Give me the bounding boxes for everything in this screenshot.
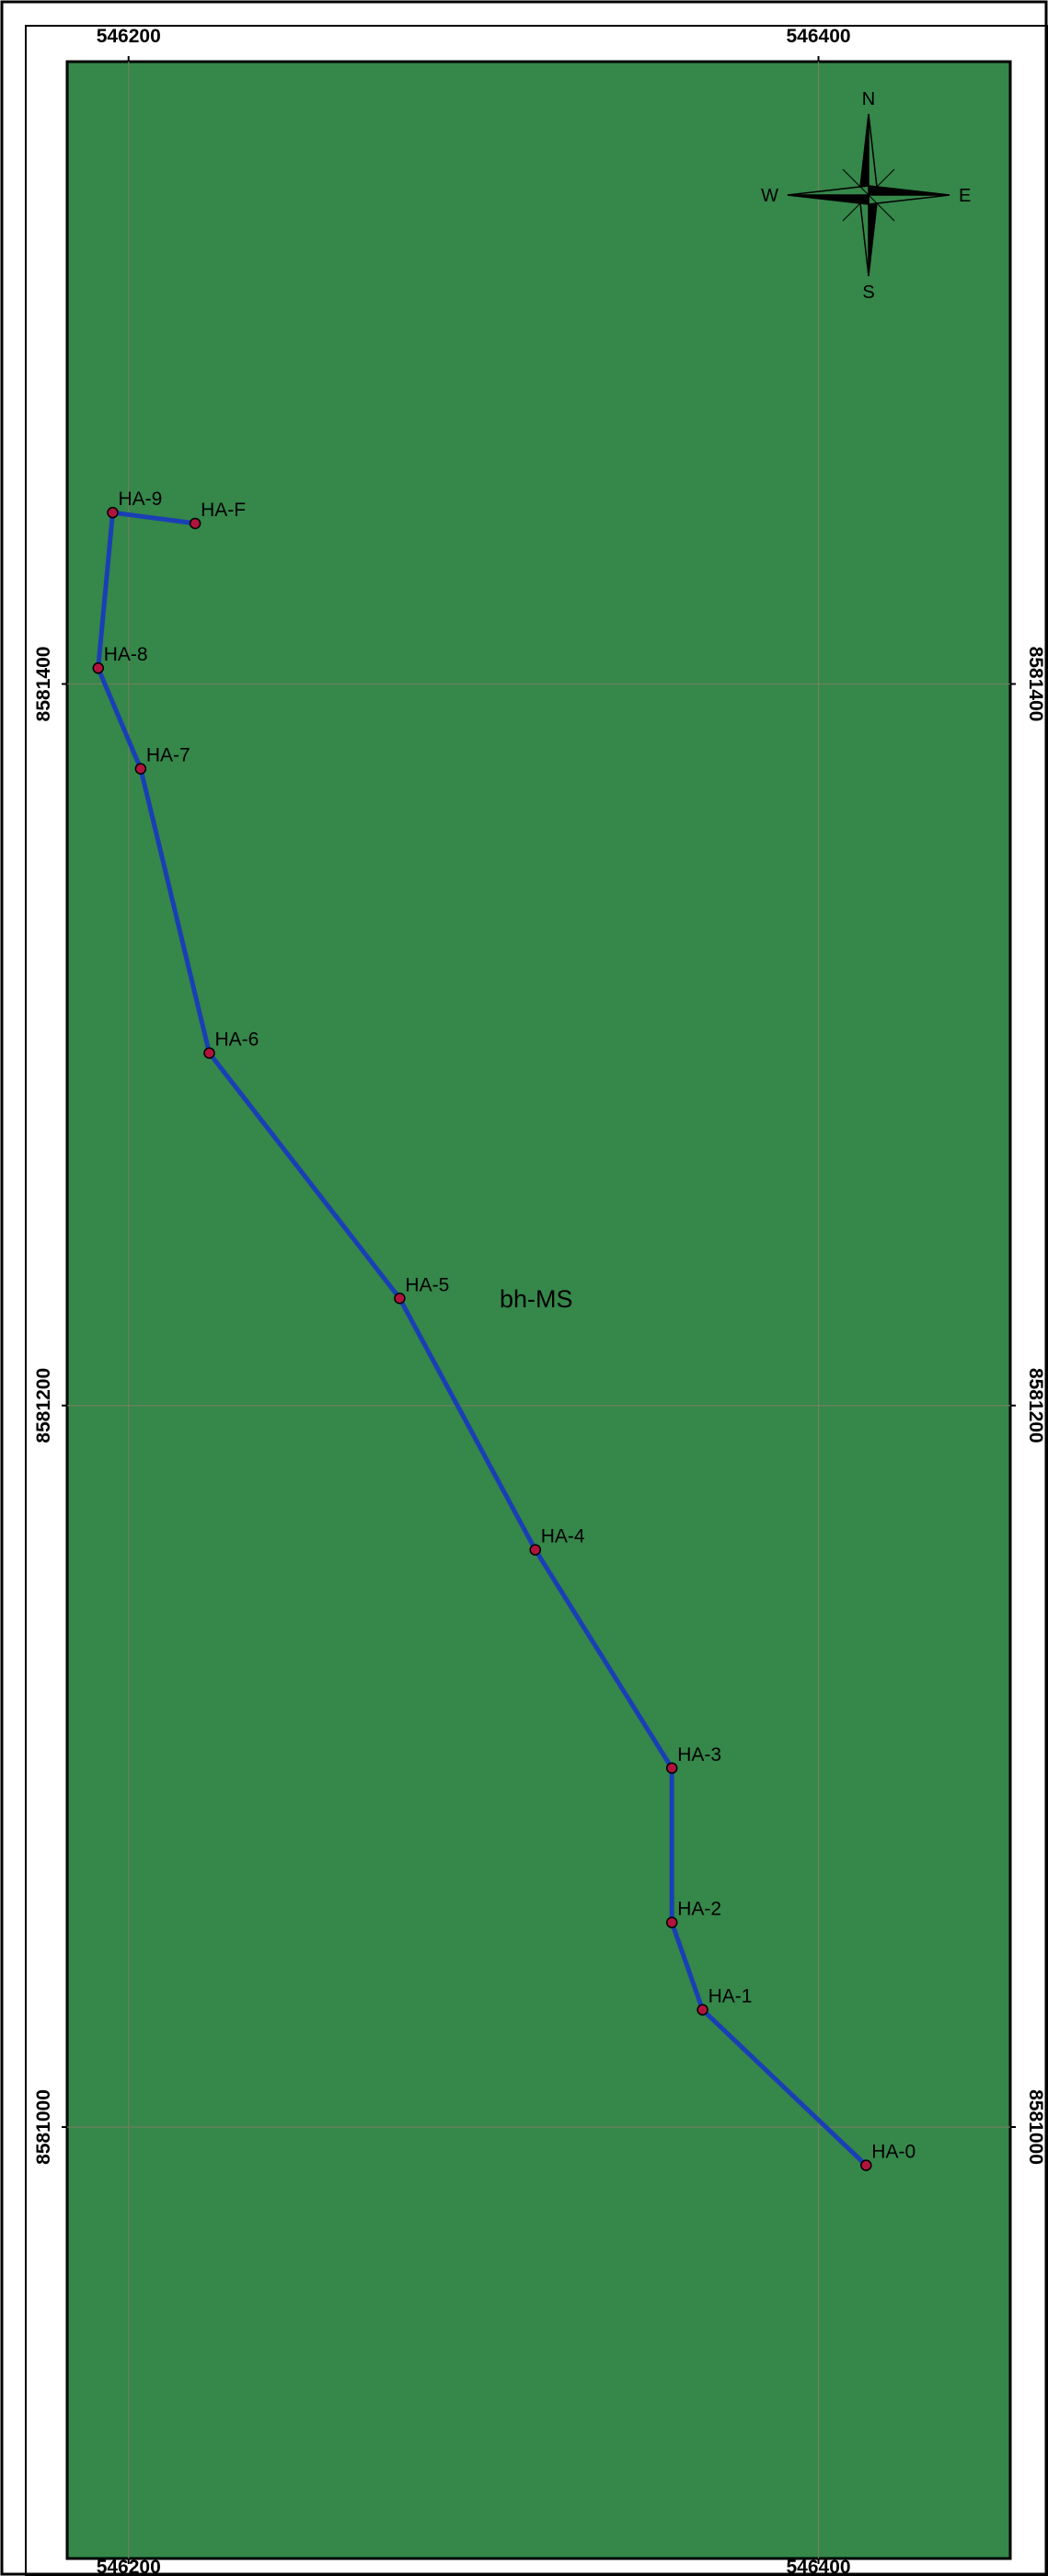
station-marker <box>107 506 119 519</box>
compass-rose: N S E W <box>761 89 971 303</box>
grid-layer <box>62 56 1016 2564</box>
station-marker <box>665 1762 678 1775</box>
station-marker <box>697 2004 708 2016</box>
compass-nw-arrow <box>842 168 869 196</box>
compass-s-label: S <box>862 282 874 303</box>
station-marker <box>529 1544 542 1556</box>
y-tick-label-right: 8581000 <box>1025 2089 1046 2165</box>
station-marker <box>203 1047 215 1059</box>
station-label: HA-0 <box>871 2142 916 2163</box>
area-label: bh-MS <box>500 1285 573 1313</box>
y-tick-label-right: 8581200 <box>1025 1368 1046 1443</box>
compass-e-label: E <box>959 186 971 206</box>
x-tick-label-top: 546400 <box>787 26 851 47</box>
station-label: HA-1 <box>708 1986 753 2007</box>
station-marker <box>860 2159 872 2171</box>
station-label: HA-9 <box>118 489 162 510</box>
station-layer: HA-0 HA-1 HA-2 HA-3 HA-4 HA-5 HA-6 HA-7 HA-8 HA-9… <box>92 489 916 2171</box>
station-marker <box>189 517 202 530</box>
station-label: HA-2 <box>677 1899 721 1920</box>
compass-n-label: N <box>862 89 875 109</box>
station-marker <box>92 661 104 674</box>
station-marker <box>665 1916 678 1928</box>
station-label: HA-3 <box>677 1744 721 1765</box>
y-tick-label-right: 8581400 <box>1025 647 1046 722</box>
y-tick-label-left: 8581200 <box>33 1368 54 1443</box>
x-tick-label-bottom: 546200 <box>97 2557 161 2576</box>
y-tick-label-left: 8581000 <box>33 2089 54 2165</box>
x-tick-label-top: 546200 <box>97 26 161 47</box>
y-tick-label-left: 8581400 <box>33 647 54 722</box>
station-marker <box>394 1293 406 1305</box>
inner-border <box>25 25 1048 2576</box>
station-label: HA-6 <box>214 1029 259 1051</box>
compass-west-arrow-outline <box>787 185 869 196</box>
x-tick-label-bottom: 546400 <box>787 2557 851 2576</box>
station-marker <box>134 763 147 775</box>
compass-ne-arrow <box>868 168 895 196</box>
map-area <box>65 60 1012 2560</box>
station-label: HA-4 <box>541 1526 585 1547</box>
station-label: HA-7 <box>146 745 190 766</box>
axis-labels: 546200 546200 546400 546400 8581400 8581400 85… <box>33 26 1046 2576</box>
station-label: HA-8 <box>104 644 148 665</box>
compass-w-label: W <box>761 186 778 206</box>
compass-sw-arrow <box>842 194 869 222</box>
station-label: HA-5 <box>405 1274 449 1295</box>
station-label: HA-F <box>201 500 246 521</box>
compass-se-arrow <box>868 194 895 222</box>
